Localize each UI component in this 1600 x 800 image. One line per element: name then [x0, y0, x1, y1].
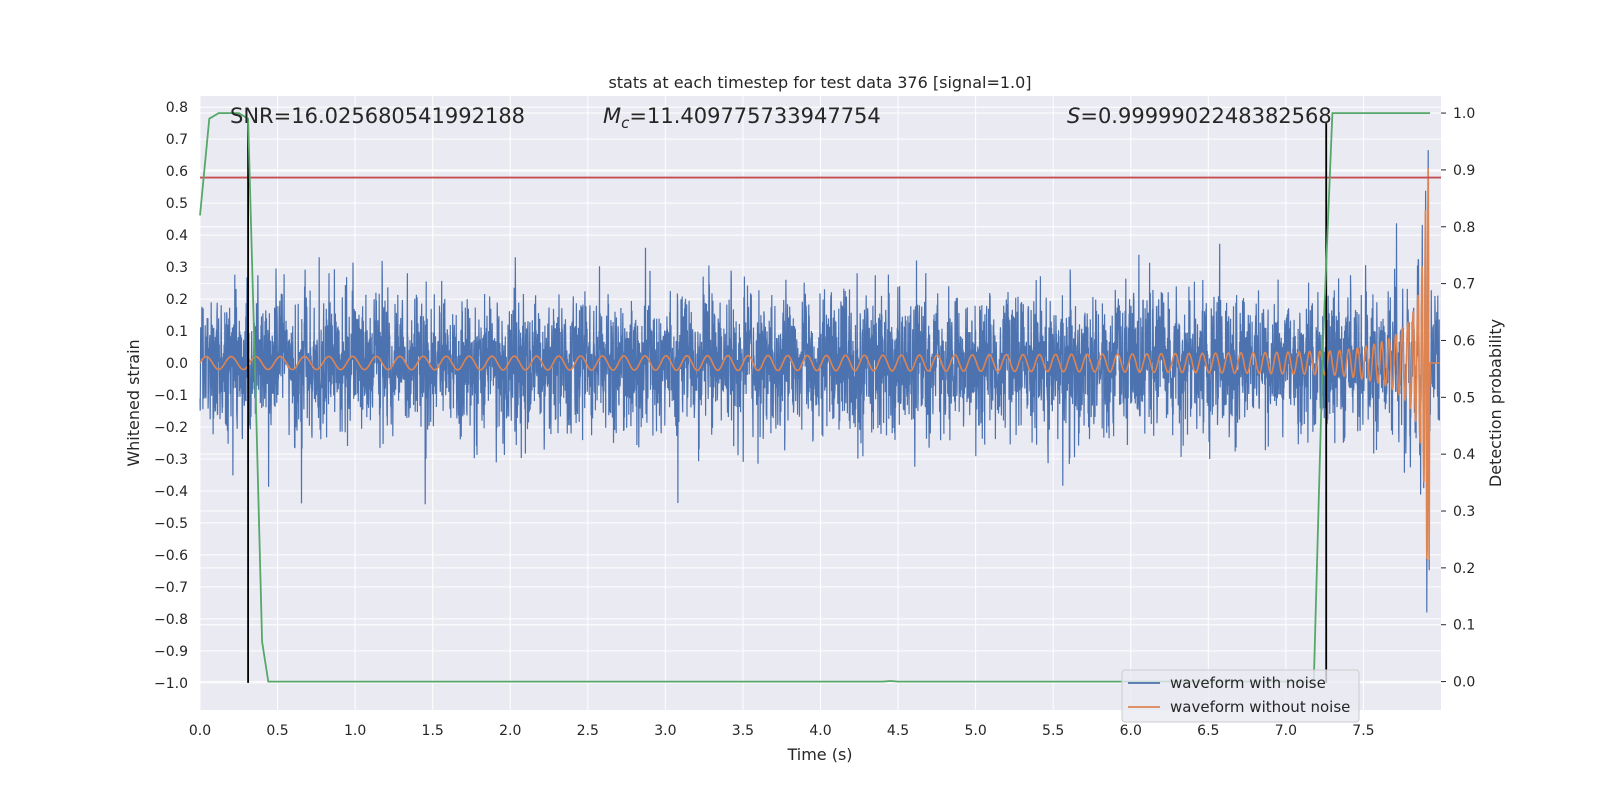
x-axis-label: Time (s) — [786, 745, 852, 764]
x-tick-label: 1.5 — [422, 723, 444, 739]
y2-tick-label: 0.1 — [1453, 618, 1475, 634]
chirp-mass-annotation: Mc=11.409775733947754 — [603, 104, 881, 132]
y-tick-label: −0.6 — [154, 548, 188, 564]
legend-label-noise: waveform with noise — [1170, 674, 1326, 692]
x-tick-label: 1.0 — [344, 723, 366, 739]
legend-label-clean: waveform without noise — [1170, 698, 1350, 716]
chirp-mass-value: =11.409775733947754 — [629, 104, 880, 128]
x-tick-label: 3.0 — [654, 723, 676, 739]
y-axis-label: Whitened strain — [124, 339, 143, 466]
y-tick-label: 0.4 — [166, 228, 188, 244]
x-tick-label: 7.5 — [1352, 723, 1374, 739]
y2-tick-label: 1.0 — [1453, 106, 1475, 122]
x-tick-label: 4.0 — [809, 723, 831, 739]
y2-axis-label: Detection probability — [1486, 319, 1505, 487]
x-tick-label: 7.0 — [1275, 723, 1297, 739]
x-tick-label: 6.0 — [1120, 723, 1142, 739]
legend-box — [1121, 669, 1360, 723]
detection-stat-symbol: S — [1067, 104, 1080, 128]
x-tick-label: 5.5 — [1042, 723, 1064, 739]
detection-probability-line — [199, 112, 1431, 683]
y2-tick-label: 0.3 — [1453, 504, 1475, 520]
detection-stat-value: =0.9999902248382568 — [1080, 104, 1331, 128]
y-tick-label: 0.6 — [166, 164, 188, 180]
y-tick-label: 0.5 — [166, 196, 188, 212]
x-tick-label: 2.5 — [577, 723, 599, 739]
x-ticks: 0.0 0.5 1.0 1.5 2.0 2.5 3.0 3.5 4.0 4.5 5.0 5.5 6.0 6… — [189, 723, 1375, 739]
y-tick-label: −0.5 — [154, 516, 188, 532]
chirp-mass-symbol: M — [603, 104, 621, 128]
chirp-mass-subscript: c — [621, 114, 630, 132]
y-tick-label: −1.0 — [154, 676, 188, 692]
y2-tick-label: 0.5 — [1453, 390, 1475, 406]
series-line-waveform-with-noise — [199, 150, 1440, 613]
y2-tick-label: 0.4 — [1453, 447, 1475, 463]
series-layer — [199, 112, 1441, 683]
y-tick-label: 0.0 — [166, 356, 188, 372]
y-tick-label: −0.1 — [154, 388, 188, 404]
y2-tick-label: 0.6 — [1453, 333, 1475, 349]
y-tick-label: −0.7 — [154, 580, 188, 596]
y2-tick-label: 0.8 — [1453, 220, 1475, 236]
y-tick-label: 0.7 — [166, 132, 188, 148]
y2-tick-label: 0.7 — [1453, 277, 1475, 293]
y-tick-label: 0.2 — [166, 292, 188, 308]
y2-ticks: 1.0 0.9 0.8 0.7 0.6 0.5 0.4 0.3 0.2 0.1 0.0 — [1441, 106, 1475, 691]
x-tick-label: 0.5 — [266, 723, 288, 739]
y-tick-label: 0.3 — [166, 260, 188, 276]
y2-tick-label: 0.9 — [1453, 163, 1475, 179]
y-ticks: 0.8 0.7 0.6 0.5 0.4 0.3 0.2 0.1 0.0 −0.1 −0.2 −0.3 −… — [154, 100, 188, 692]
detection-stat-annotation: S=0.9999902248382568 — [1067, 104, 1332, 128]
y-tick-label: 0.1 — [166, 324, 188, 340]
x-tick-label: 5.0 — [964, 723, 986, 739]
y-tick-label: −0.9 — [154, 644, 188, 660]
legend: waveform with noise waveform without noi… — [1121, 669, 1360, 723]
y-tick-label: −0.3 — [154, 452, 188, 468]
y-tick-label: −0.8 — [154, 612, 188, 628]
x-tick-label: 0.0 — [189, 723, 211, 739]
chart-title: stats at each timestep for test data 376… — [608, 73, 1031, 92]
y2-tick-label: 0.2 — [1453, 561, 1475, 577]
x-tick-label: 2.0 — [499, 723, 521, 739]
x-tick-label: 4.5 — [887, 723, 909, 739]
y-tick-label: −0.2 — [154, 420, 188, 436]
x-tick-label: 3.5 — [732, 723, 754, 739]
y-tick-label: −0.4 — [154, 484, 188, 500]
snr-annotation: SNR=16.025680541992188 — [230, 104, 525, 128]
y2-tick-label: 0.0 — [1453, 675, 1475, 691]
y-tick-label: 0.8 — [166, 100, 188, 116]
series-line-waveform-without-noise — [199, 168, 1440, 561]
x-tick-label: 6.5 — [1197, 723, 1219, 739]
